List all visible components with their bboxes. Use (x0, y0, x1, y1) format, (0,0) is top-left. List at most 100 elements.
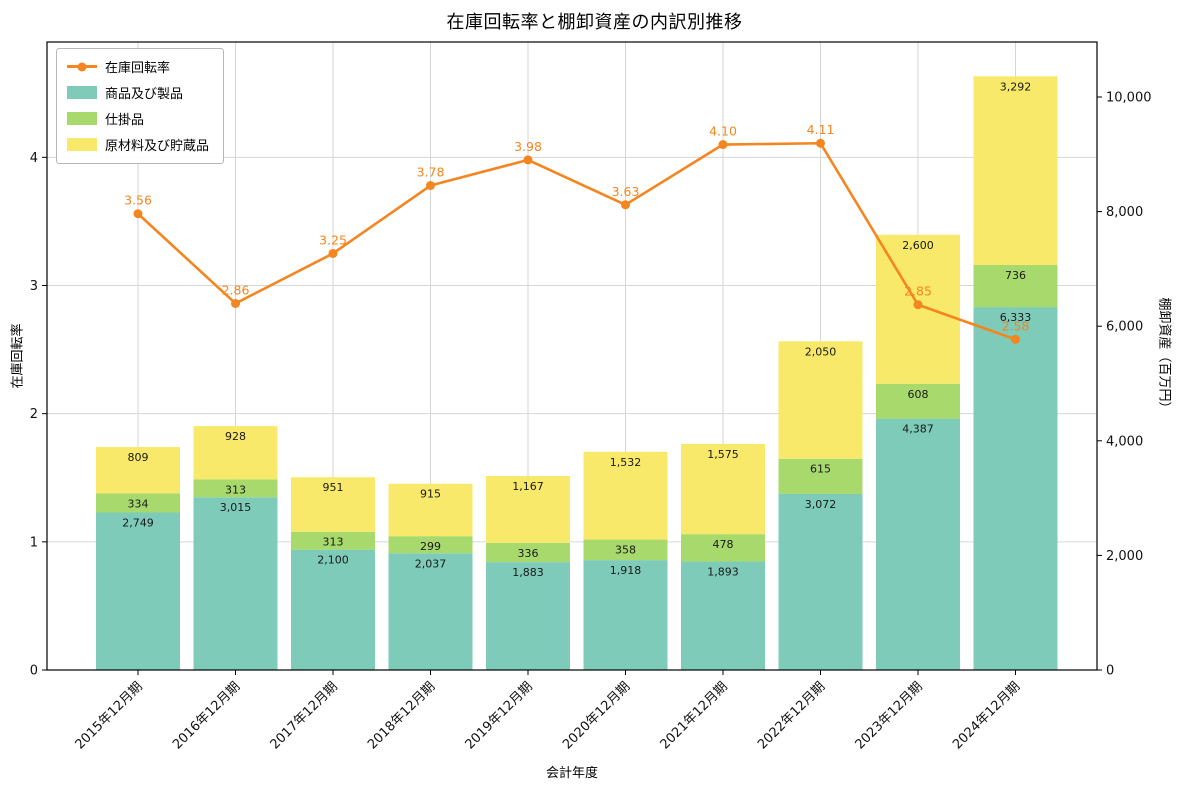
legend-item-materials: 原材料及び貯蔵品 (67, 135, 209, 154)
x-tick-label: 2024年12月期 (950, 679, 1023, 752)
bar-segment (778, 458, 863, 494)
svg-text:10,000: 10,000 (1106, 91, 1152, 106)
bar-value-label: 915 (420, 488, 441, 501)
turnover-value-label: 3.78 (417, 165, 445, 180)
bar-value-label: 336 (518, 547, 539, 560)
bar-segment (778, 493, 863, 670)
bar-segment (96, 446, 180, 494)
turnover-value-label: 3.25 (319, 232, 347, 247)
bar-segment (96, 493, 180, 513)
bar-value-label: 3,072 (805, 498, 837, 511)
turnover-value-label: 3.98 (514, 139, 542, 154)
bar-value-label: 2,037 (415, 557, 447, 570)
bar-segment (193, 479, 278, 498)
turnover-point (133, 209, 143, 219)
bar-value-label: 928 (225, 430, 246, 443)
turnover-point (718, 140, 728, 150)
svg-text:2: 2 (30, 407, 38, 422)
materials-swatch-icon (67, 138, 97, 151)
bar-value-label: 299 (420, 540, 441, 553)
turnover-point (426, 181, 435, 191)
turnover-value-label: 3.56 (124, 193, 152, 208)
bar-segment (193, 426, 278, 480)
turnover-point (621, 200, 630, 210)
bar-value-label: 334 (128, 497, 149, 510)
turnover-value-label: 2.58 (1002, 318, 1030, 333)
turnover-value-label: 2.86 (222, 282, 250, 297)
turnover-point (816, 138, 825, 148)
bar-segment (681, 443, 765, 535)
turnover-point (231, 298, 240, 308)
bar-value-label: 1,893 (707, 566, 739, 579)
bar-segment (291, 549, 375, 670)
svg-text:4,000: 4,000 (1106, 434, 1143, 449)
legend-label-materials: 原材料及び貯蔵品 (105, 139, 210, 154)
svg-text:0: 0 (30, 664, 38, 679)
x-axis-label: 会計年度 (545, 766, 598, 781)
bar-value-label: 951 (323, 481, 344, 494)
svg-text:8,000: 8,000 (1106, 205, 1143, 220)
legend-item-turnover: 在庫回転率 (67, 57, 209, 76)
bar-segment (486, 562, 570, 670)
bar-value-label: 4,387 (902, 423, 934, 436)
bar-value-label: 358 (615, 544, 636, 557)
legend: 在庫回転率 商品及び製品 仕掛品 原材料及び貯蔵品 (56, 48, 225, 164)
bar-value-label: 1,167 (512, 480, 544, 493)
bar-segment (681, 534, 765, 562)
wip-swatch-icon (67, 112, 97, 125)
turnover-line (137, 141, 1016, 341)
svg-text:0: 0 (1106, 664, 1114, 679)
svg-text:3: 3 (30, 279, 38, 294)
x-tick-label: 2018年12月期 (365, 679, 438, 752)
bar-value-label: 1,532 (610, 456, 642, 469)
turnover-value-label: 4.11 (807, 122, 835, 137)
y-axis-label-left: 在庫回転率 (10, 323, 26, 389)
svg-text:1: 1 (30, 535, 38, 550)
x-tick-label: 2021年12月期 (658, 679, 731, 752)
x-tick-label: 2016年12月期 (170, 679, 243, 752)
bar-segment (876, 418, 960, 670)
bar-value-label: 2,600 (902, 239, 934, 252)
bar-segment (388, 483, 473, 537)
bar-segment (96, 512, 180, 670)
legend-label-turnover: 在庫回転率 (105, 61, 171, 76)
chart-title: 在庫回転率と棚卸資産の内訳別推移 (446, 12, 743, 33)
turnover-value-label: 4.10 (709, 124, 737, 139)
line-dot-icon (77, 62, 87, 71)
svg-text:2,000: 2,000 (1106, 549, 1143, 564)
bar-segment (973, 307, 1058, 670)
bar-value-label: 3,015 (220, 501, 252, 514)
svg-text:4: 4 (30, 151, 38, 166)
bar-value-label: 1,575 (707, 448, 739, 461)
bar-segment (388, 536, 473, 554)
turnover-point (328, 248, 338, 258)
bar-segment (973, 264, 1058, 308)
bar-segment (876, 383, 960, 419)
x-tick-label: 2015年12月期 (73, 679, 146, 752)
turnover-value-label: 3.63 (612, 184, 640, 199)
bar-value-label: 6,333 (1000, 311, 1032, 324)
turnover-point (523, 155, 533, 165)
bar-value-label: 3,292 (1000, 80, 1032, 93)
products-swatch-icon (67, 86, 97, 99)
turnover-point (913, 300, 923, 310)
bar-value-label: 1,918 (610, 564, 642, 577)
svg-text:6,000: 6,000 (1106, 320, 1143, 335)
bar-value-label: 809 (128, 451, 149, 464)
bar-segment (291, 477, 375, 532)
x-tick-label: 2022年12月期 (755, 679, 828, 752)
bar-value-label: 313 (323, 536, 344, 549)
bar-segment (486, 475, 570, 543)
y-axis-label-right: 棚卸資産（百万円） (1156, 297, 1172, 415)
bar-value-label: 608 (908, 388, 929, 401)
x-tick-label: 2019年12月期 (463, 679, 536, 752)
bar-value-label: 313 (225, 483, 246, 496)
bar-value-label: 736 (1005, 269, 1026, 282)
bar-segment (583, 539, 668, 561)
x-tick-label: 2023年12月期 (853, 679, 926, 752)
bar-value-label: 2,050 (805, 345, 837, 358)
bar-segment (973, 76, 1058, 265)
turnover-point (1011, 334, 1020, 344)
